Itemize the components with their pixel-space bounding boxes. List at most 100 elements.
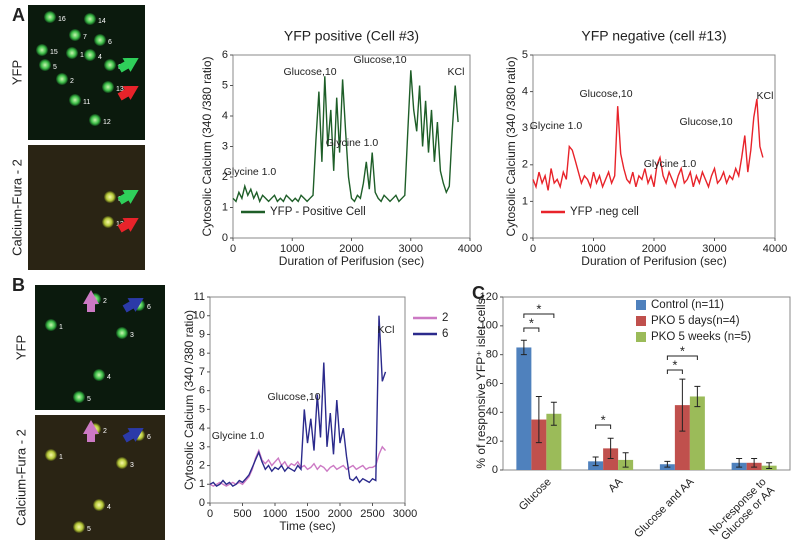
cell-label: 4 (107, 504, 111, 511)
panel-label: A (12, 5, 25, 25)
cell (84, 49, 96, 61)
cell (84, 13, 96, 25)
x-tick-label: 2000 (328, 508, 352, 520)
arrow (117, 86, 139, 101)
y-tick-label: 1 (222, 201, 228, 213)
arrow (83, 420, 99, 442)
channel-label: YFP (13, 335, 28, 360)
significance-star: * (536, 301, 541, 316)
cell-label: 2 (70, 78, 74, 85)
cell (36, 44, 48, 56)
micrograph (35, 285, 165, 410)
x-tick-label: 4000 (763, 243, 787, 255)
y-tick-label: 0 (199, 497, 205, 509)
channel-label: Calcium-Fura - 2 (9, 159, 24, 256)
y-tick-label: 100 (480, 320, 498, 332)
significance-bracket (666, 369, 683, 374)
significance-star: * (680, 343, 685, 358)
x-tick-label: 0 (230, 243, 236, 255)
legend-label: PKO 5 weeks (n=5) (651, 331, 751, 343)
channel-label: Calcium-Fura - 2 (13, 429, 28, 526)
error-bar (622, 452, 629, 468)
error-bar (520, 339, 527, 356)
y-tick-label: 5 (222, 79, 228, 91)
error-bar (592, 456, 599, 467)
cell (116, 327, 128, 339)
cell (45, 319, 57, 331)
data-line (532, 98, 764, 191)
micrograph (35, 415, 165, 540)
panel-label: B (12, 275, 25, 295)
significance-star: * (601, 412, 606, 427)
y-tick-label: 0 (522, 232, 528, 244)
x-tick-label: 1500 (295, 508, 319, 520)
cell (44, 11, 56, 23)
arrow (83, 290, 99, 312)
significance-star: * (672, 357, 677, 372)
cell (102, 81, 114, 93)
cell (66, 47, 78, 59)
annotation: Glucose,10 (679, 116, 732, 128)
error-bar (664, 460, 671, 468)
legend-label: PKO 5 days(n=4) (651, 315, 740, 327)
annotation: KCl (378, 324, 395, 336)
legend-swatch (636, 300, 646, 310)
x-tick-label: 2500 (360, 508, 384, 520)
error-bar (766, 462, 773, 470)
x-tick-label: 3000 (702, 243, 726, 255)
y-tick-label: 120 (480, 291, 498, 303)
annotation: Glycine 1.0 (326, 137, 379, 149)
cell-label: 6 (147, 304, 151, 311)
annotation: Glycine 1.0 (224, 166, 277, 178)
annotation: Glucose,10 (579, 88, 632, 100)
cell-label: 13 (116, 86, 124, 93)
cell-label: 16 (58, 16, 66, 23)
x-tick-label: 2000 (339, 243, 363, 255)
y-tick-label: 1 (522, 195, 528, 207)
cell-label: 2 (103, 428, 107, 435)
legend-label: YFP -neg cell (570, 206, 639, 218)
arrow (117, 218, 139, 233)
arrow (122, 298, 144, 313)
cell (93, 369, 105, 381)
y-axis-label: Cytosolic Calcium (340 /380 ratio) (200, 56, 214, 236)
bar (516, 347, 532, 470)
cell (93, 499, 105, 511)
cell (45, 449, 57, 461)
y-tick-label: 20 (486, 435, 498, 447)
legend-label: 2 (442, 312, 448, 324)
x-tick-label: 2000 (642, 243, 666, 255)
y-tick-label: 0 (492, 464, 498, 476)
y-tick-label: 2 (222, 171, 228, 183)
cell (104, 59, 116, 71)
x-axis-label: Time (sec) (279, 519, 335, 533)
cell-label: 15 (50, 49, 58, 56)
y-tick-label: 1 (199, 478, 205, 490)
bar (603, 448, 619, 470)
y-tick-label: 80 (486, 349, 498, 361)
chart-title: YFP positive (Cell #3) (284, 28, 419, 44)
x-tick-label: 4000 (458, 243, 482, 255)
y-tick-label: 7 (199, 366, 205, 378)
cell (104, 191, 116, 203)
x-tick-label: 1000 (263, 508, 287, 520)
cell-label: 3 (130, 332, 134, 339)
annotation: Glucose,10 (283, 66, 336, 78)
bar (689, 396, 705, 470)
x-tick-label: 0 (530, 243, 536, 255)
cell-label: 1 (59, 324, 63, 331)
y-tick-label: 10 (193, 310, 205, 322)
legend-swatch (636, 316, 646, 326)
significance-star: * (529, 315, 534, 330)
significance-bracket (666, 355, 698, 360)
y-tick-label: 3 (199, 441, 205, 453)
y-tick-label: 2 (522, 159, 528, 171)
error-bar (736, 457, 743, 468)
y-tick-label: 9 (199, 328, 205, 340)
bar (531, 419, 547, 470)
cell-label: 5 (53, 64, 57, 71)
y-tick-label: 2 (199, 459, 205, 471)
x-tick-label: 500 (233, 508, 251, 520)
error-bar (694, 385, 701, 408)
